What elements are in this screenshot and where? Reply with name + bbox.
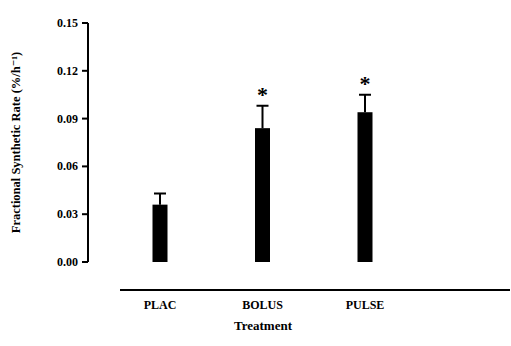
x-axis	[120, 289, 510, 291]
y-tick	[82, 165, 88, 167]
y-tick	[82, 213, 88, 215]
chart: 0.00 0.03 0.06 0.09 0.12 0.15 Fractional Synth…	[0, 0, 511, 346]
y-axis-label: Fractional Synthetic Rate (%/h⁻¹)	[9, 52, 23, 234]
y-tick-label: 0.00	[57, 255, 78, 269]
error-bar	[359, 95, 371, 113]
x-tick-label: PLAC	[144, 298, 177, 312]
error-bar	[154, 193, 166, 204]
y-tick	[82, 70, 88, 72]
y-tick	[82, 118, 88, 120]
y-tick-label: 0.06	[57, 159, 78, 173]
annotation: *	[360, 71, 371, 96]
y-tick-label: 0.09	[57, 112, 78, 126]
bar	[255, 128, 270, 262]
annotation: *	[257, 82, 268, 107]
y-tick	[82, 261, 88, 263]
bar	[358, 112, 373, 262]
x-tick-label: BOLUS	[242, 298, 283, 312]
x-tick-label: PULSE	[346, 298, 385, 312]
bars	[153, 95, 373, 262]
error-bar	[257, 106, 269, 128]
y-tick-label: 0.03	[57, 207, 78, 221]
x-axis-label: Treatment	[234, 318, 293, 333]
y-tick-label: 0.12	[57, 64, 78, 78]
y-axis	[87, 23, 89, 262]
bar	[153, 205, 168, 262]
y-tick	[82, 22, 88, 24]
y-tick-label: 0.15	[57, 16, 78, 30]
